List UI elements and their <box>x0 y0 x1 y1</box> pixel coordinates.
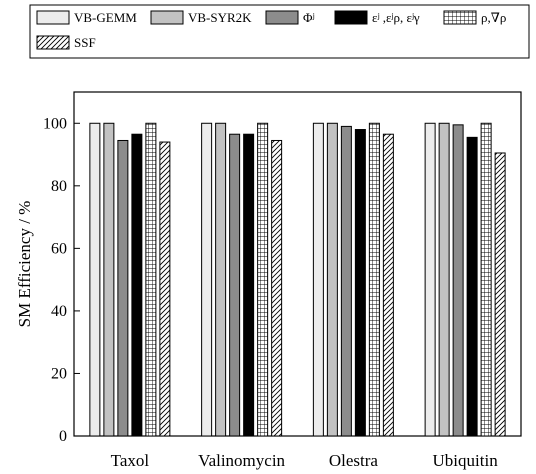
y-tick-label: 40 <box>51 303 67 320</box>
bar <box>382 133 394 437</box>
bar <box>243 133 255 437</box>
plot-area <box>73 91 522 437</box>
y-tick-label: 80 <box>51 178 67 195</box>
bar <box>229 133 241 437</box>
bar <box>368 122 380 437</box>
legend-label: VB-SYR2K <box>188 10 252 25</box>
legend-label: SSF <box>74 35 96 50</box>
bar <box>312 122 324 437</box>
bar <box>326 122 338 437</box>
bar <box>494 152 506 437</box>
y-tick-label: 100 <box>43 115 67 132</box>
category-label: Olestra <box>329 451 379 470</box>
bar <box>103 122 115 437</box>
y-tick-label: 60 <box>51 240 67 257</box>
legend-label: VB-GEMM <box>74 10 137 25</box>
bar <box>89 122 101 437</box>
legend-label: εʲ ,εʲρ, εʲγ <box>372 10 420 25</box>
bar <box>354 129 366 437</box>
bar <box>131 133 143 437</box>
bar <box>466 136 478 437</box>
y-axis: 0 20 40 60 80 100 <box>43 115 80 445</box>
bar <box>340 125 352 437</box>
x-axis: Taxol Valinomycin Olestra Ubiquitin <box>111 451 499 470</box>
bar <box>452 124 464 437</box>
bars <box>89 122 506 437</box>
bar <box>201 122 213 437</box>
legend-label: Φʲ <box>303 10 315 25</box>
legend-swatch <box>36 10 70 25</box>
y-axis-label: SM Efficiency / % <box>15 201 34 328</box>
legend-swatch <box>36 35 70 50</box>
bar <box>257 122 269 437</box>
y-tick-label: 20 <box>51 365 67 382</box>
bar <box>271 139 283 437</box>
bar <box>159 141 171 437</box>
legend-label: ρ,∇ρ <box>481 10 506 25</box>
category-label: Ubiquitin <box>433 451 499 470</box>
bar <box>438 122 450 437</box>
bar <box>215 122 227 437</box>
legend-swatch <box>334 10 368 25</box>
bar <box>480 122 492 437</box>
legend-swatch <box>265 10 299 25</box>
legend-swatch <box>150 10 184 25</box>
bar <box>145 122 157 437</box>
y-tick-label: 0 <box>59 428 67 445</box>
legend-swatch <box>443 10 477 25</box>
category-label: Taxol <box>111 451 150 470</box>
bar <box>424 122 436 437</box>
legend: VB-GEMM VB-SYR2K Φʲ εʲ ,εʲρ, εʲγ ρ,∇ρ SSF <box>36 10 506 50</box>
category-label: Valinomycin <box>198 451 285 470</box>
bar <box>117 139 129 437</box>
